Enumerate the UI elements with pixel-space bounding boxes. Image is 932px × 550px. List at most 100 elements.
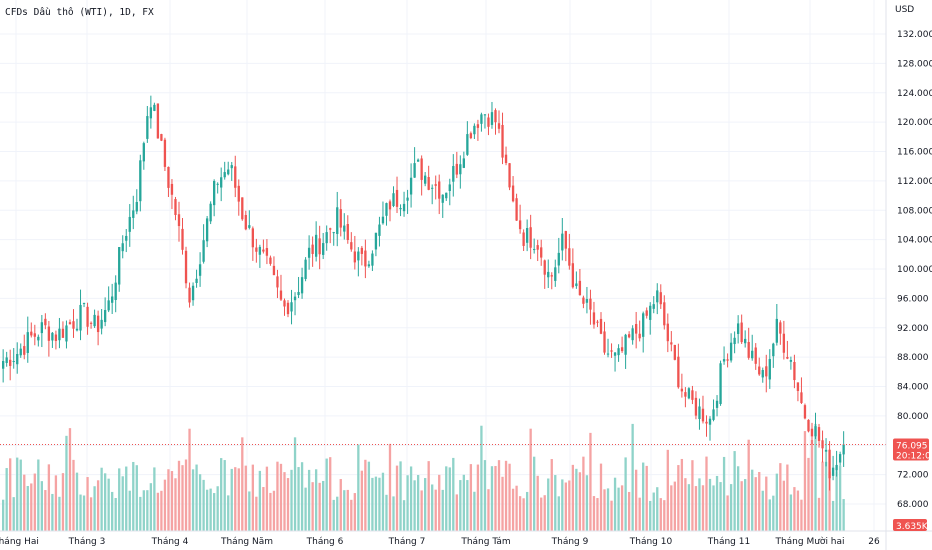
candle-body: [694, 397, 698, 416]
candle-body: [525, 228, 529, 243]
volume-bar: [652, 492, 655, 531]
candle-body: [729, 342, 733, 361]
candle-body: [230, 165, 233, 169]
volume-bar: [269, 492, 272, 531]
volume-bar: [592, 496, 596, 531]
candle-body: [518, 220, 522, 230]
volume-bar: [181, 465, 184, 531]
candle-body: [346, 224, 349, 240]
last-price-value: 76.095: [896, 442, 928, 452]
volume-bar: [44, 490, 47, 531]
volume-bar: [413, 480, 416, 531]
candle-body: [568, 248, 571, 266]
volume-tag-value: 3.635K: [896, 522, 929, 532]
volume-bar: [751, 469, 754, 531]
candle-body: [26, 332, 29, 353]
time-tick-label: Tháng 7: [388, 537, 426, 547]
volume-bar: [234, 467, 237, 531]
time-tick-label: Tháng Năm: [220, 537, 273, 547]
time-axis[interactable]: Tháng Hai Tháng 3 Tháng 4 Tháng Năm Tháng 6 T…: [0, 536, 880, 547]
volume-bar: [395, 465, 399, 531]
candle-body: [255, 247, 258, 252]
candle-body: [596, 321, 599, 323]
volume-bar: [360, 470, 364, 531]
volume-bar: [504, 460, 508, 531]
currency-label: USD: [895, 5, 914, 15]
candle-body: [258, 246, 262, 255]
candle-body: [529, 227, 532, 248]
price-tick-label: 84.000: [897, 383, 929, 393]
candle-body: [107, 300, 110, 311]
candle-body: [751, 350, 754, 359]
time-tick-label: 26: [868, 537, 880, 547]
candle-body: [617, 348, 620, 356]
candle-body: [782, 333, 786, 353]
candle-body: [297, 291, 300, 296]
candle-body: [680, 388, 684, 392]
candle-body: [290, 302, 293, 312]
volume-bar: [209, 488, 212, 531]
volume-bar: [416, 475, 420, 531]
time-tick-label: Tháng 9: [551, 537, 589, 547]
candle-body: [747, 341, 750, 358]
price-axis[interactable]: 132.000 128.000 124.000 120.000 116.000 112.0…: [897, 30, 932, 510]
candle-body: [786, 356, 789, 359]
volume-bar: [146, 490, 149, 531]
candle-body: [395, 189, 399, 207]
candle-body: [522, 232, 525, 246]
volume-bar: [431, 484, 434, 531]
candle-body: [205, 218, 209, 242]
candle-body: [452, 166, 455, 182]
volume-bar: [153, 467, 156, 531]
candle-body: [58, 328, 61, 341]
volume-bar: [568, 480, 571, 531]
volume-bar: [736, 466, 740, 531]
candle-body: [705, 421, 708, 424]
candle-body: [279, 290, 283, 300]
volume-bar: [262, 487, 265, 531]
candle-body: [86, 306, 89, 327]
candle-body: [385, 203, 388, 216]
time-tick-label: Tháng 10: [629, 537, 673, 547]
volume-bar: [557, 496, 560, 531]
candle-body: [638, 333, 641, 339]
candle-body: [631, 328, 634, 341]
volume-bar: [65, 435, 68, 531]
candle-body: [540, 247, 543, 258]
volume-bar: [89, 497, 93, 531]
volume-bar: [786, 464, 789, 531]
candle-body: [462, 158, 465, 168]
volume-bar: [564, 482, 567, 531]
volume-bar: [195, 464, 198, 531]
candle-body: [585, 299, 589, 303]
candle-body: [554, 267, 557, 281]
candle-body: [181, 228, 184, 250]
volume-bar: [578, 472, 582, 531]
candle-body: [223, 172, 226, 178]
volume-bar: [100, 467, 103, 531]
volume-bar: [793, 487, 796, 531]
volume-bar: [142, 490, 145, 531]
volume-bar: [490, 466, 494, 531]
volume-bar: [184, 459, 188, 531]
candle-body: [360, 247, 364, 254]
candle-body: [374, 232, 378, 250]
candle-body: [656, 290, 659, 303]
volume-bar: [251, 464, 254, 531]
candle-body: [399, 208, 402, 210]
volume-bar: [571, 464, 575, 531]
candle-body: [156, 103, 160, 139]
volume-bar: [620, 485, 624, 531]
candle-body: [582, 297, 585, 304]
volume-bar: [322, 480, 325, 531]
volume-bar: [111, 491, 114, 531]
candle-body: [322, 243, 325, 255]
candle-body: [304, 259, 307, 279]
volume-bar: [346, 489, 349, 531]
volume-bar: [719, 482, 722, 531]
candle-body: [455, 163, 458, 175]
candle-body: [610, 350, 613, 352]
volume-bar: [241, 437, 244, 531]
candle-body: [589, 298, 592, 310]
